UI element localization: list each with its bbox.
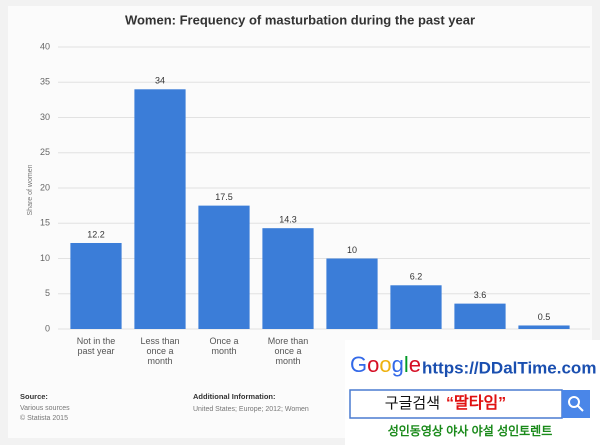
ad-url: https://DDalTime.com [422,358,596,377]
bar [134,89,186,329]
ad-search-prefix: 구글검색 [385,395,440,412]
value-label: 12.2 [87,229,105,239]
y-axis-title: Share of women [27,164,34,215]
y-tick-label: 10 [40,253,50,263]
x-tick-label: Not in the past year [77,336,116,356]
info-title: Additional Information: [193,392,276,401]
y-tick-label: 20 [40,182,50,192]
ad-tagline: 성인동영상 야사 야설 성인토렌트 [388,423,553,438]
ad-search-term: “딸타임” [446,393,506,412]
info: United States; Europe; 2012; Women [193,406,309,413]
y-tick-label: 40 [40,41,50,51]
bar [198,205,250,329]
source: Various sources [20,405,70,412]
ad-logo: Google [350,352,421,377]
bar [390,285,442,329]
value-label: 14.3 [279,215,297,225]
y-tick-label: 5 [45,288,50,298]
value-label: 6.2 [410,272,423,282]
value-label: 0.5 [538,312,551,322]
x-tick-label: Once a month [209,336,238,356]
bar [70,242,122,329]
search-button[interactable] [562,390,590,418]
ad-overlay[interactable]: Google https://DDalTime.com 구글검색 “딸타임” 성… [345,340,600,445]
x-tick-label: More than once a month [268,336,309,366]
value-label: 10 [347,245,357,255]
search-box[interactable] [349,389,563,419]
y-tick-label: 35 [40,77,50,87]
y-tick-label: 15 [40,218,50,228]
chart-title: Women: Frequency of masturbation during … [125,12,475,27]
value-label: 17.5 [215,192,233,202]
value-label: 3.6 [474,290,487,300]
bar [454,303,506,329]
value-label: 34 [155,76,165,86]
copyright: © Statista 2015 [20,414,68,422]
source-title: Source: [20,392,48,401]
y-tick-label: 30 [40,112,50,122]
x-tick-label: Less than once a month [140,336,179,366]
bar [262,228,314,329]
bar [326,258,378,329]
search-icon [577,405,584,412]
search-icon [568,396,580,408]
bar [518,325,570,329]
y-tick-label: 25 [40,147,50,157]
plot: 0 5 10 15 20 25 30 35 40 Not in the past year 12.2 L… [40,41,590,366]
y-tick-label: 0 [45,323,50,333]
